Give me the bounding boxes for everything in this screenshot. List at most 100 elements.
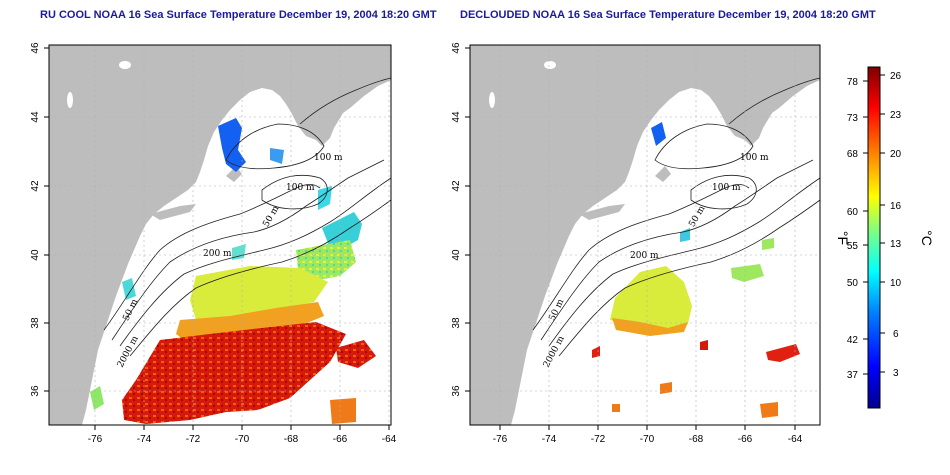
y-tick-label: 40 <box>451 249 462 261</box>
left-lake <box>119 61 131 69</box>
contour-label: 100 m <box>712 183 741 193</box>
contour-label: 100 m <box>740 153 769 163</box>
sst-shelf-green <box>296 240 356 280</box>
right-y-ticks: 36 38 40 42 44 46 <box>451 42 462 397</box>
contour-200m <box>548 177 821 347</box>
sst-blue-patch <box>651 122 666 146</box>
fahrenheit-ticks: 78 73 68 60 55 50 42 37 <box>847 77 859 381</box>
right-lake <box>489 92 495 108</box>
x-tick-label: -66 <box>333 434 348 445</box>
contour-2000m <box>129 199 392 357</box>
c-tick-label: 10 <box>890 278 902 289</box>
contour-100m <box>540 159 814 341</box>
x-tick-label: -68 <box>284 434 299 445</box>
right-lake <box>544 61 556 69</box>
sst-green-patch <box>731 264 764 282</box>
x-tick-label: -76 <box>88 434 103 445</box>
x-tick-label: -72 <box>591 434 606 445</box>
y-tick-label: 38 <box>451 317 462 329</box>
x-tick-label: -70 <box>640 434 655 445</box>
y-tick-label: 36 <box>451 385 462 397</box>
sst-gulf-stream <box>122 322 346 424</box>
y-tick-label: 44 <box>451 111 462 123</box>
x-tick-label: -70 <box>235 434 250 445</box>
contour-50m <box>103 184 321 331</box>
f-tick-label: 73 <box>847 113 859 124</box>
left-lake <box>67 92 73 108</box>
sst-coastal-cyan <box>232 244 246 260</box>
sst-red-fleck <box>700 340 708 350</box>
right-map-title: DECLOUDED NOAA 16 Sea Surface Temperatur… <box>460 9 876 21</box>
y-tick-label: 40 <box>30 249 41 261</box>
sst-warm-core <box>610 266 692 330</box>
sst-orange-fleck <box>612 404 620 412</box>
colorbar-gradient <box>867 66 881 409</box>
y-tick-label: 44 <box>30 111 41 123</box>
contour-scotian <box>299 77 392 125</box>
c-tick-label: 13 <box>890 239 902 250</box>
x-tick-label: -66 <box>738 434 753 445</box>
c-tick-label: 16 <box>890 201 902 212</box>
f-tick-label: 68 <box>847 149 859 160</box>
sst-warm-edge <box>612 318 688 336</box>
right-contours <box>532 77 821 357</box>
sst-red-patch <box>336 340 376 368</box>
f-tick-label: 50 <box>847 278 859 289</box>
contour-label: 200 m <box>630 251 659 261</box>
c-tick-label: 20 <box>890 149 902 160</box>
right-x-ticks: -76 -74 -72 -70 -68 -66 -64 <box>493 434 803 445</box>
x-tick-label: -64 <box>382 434 397 445</box>
left-map-title: RU COOL NOAA 16 Sea Surface Temperature … <box>40 9 437 21</box>
x-tick-label: -72 <box>186 434 201 445</box>
f-tick-label: 78 <box>847 77 859 88</box>
right-land <box>470 45 820 425</box>
sst-cyan-patch <box>680 228 690 242</box>
fahrenheit-unit-label: °F <box>835 231 851 245</box>
left-contours <box>103 77 392 357</box>
sst-blue-gulf-of-maine <box>218 118 246 172</box>
left-x-ticks: -76 -74 -72 -70 -68 -66 -64 <box>88 434 397 445</box>
y-tick-label: 42 <box>451 180 462 192</box>
sst-orange-patch <box>330 398 356 424</box>
contour-2000m <box>558 199 821 357</box>
x-tick-label: -74 <box>137 434 152 445</box>
c-tick-label: 26 <box>890 71 902 82</box>
c-tick-label: 23 <box>890 110 902 121</box>
contour-200m <box>119 177 392 347</box>
contour-label: 100 m <box>314 153 343 163</box>
left-grid <box>49 45 391 425</box>
sst-orange-fleck <box>760 402 778 418</box>
left-sst-data <box>90 118 376 424</box>
right-cape-cod <box>655 166 671 182</box>
sst-red-fleck <box>766 344 800 362</box>
x-tick-label: -74 <box>542 434 557 445</box>
sst-shelf-cyan <box>322 212 362 248</box>
sst-green-patch <box>762 238 774 250</box>
celsius-unit-label: °C <box>919 230 935 246</box>
sst-cyan-patch <box>318 186 332 210</box>
right-chesapeake <box>537 312 547 350</box>
left-y-ticks: 36 38 40 42 44 46 <box>30 42 41 397</box>
right-sst-data <box>592 122 800 418</box>
contour-100m <box>111 159 385 341</box>
y-tick-label: 42 <box>30 180 41 192</box>
right-map-panel: 100 m 100 m 50 m 200 m 50 m 2000 m <box>451 42 821 445</box>
sst-slope-yellow <box>190 266 328 320</box>
left-long-island <box>150 204 196 220</box>
f-tick-label: 37 <box>847 370 859 381</box>
right-grid <box>470 45 820 425</box>
x-tick-label: -68 <box>689 434 704 445</box>
contour-georges <box>690 174 757 210</box>
contour-gulf-of-maine <box>225 123 325 170</box>
right-map-frame <box>469 44 821 426</box>
left-land <box>49 45 391 425</box>
sst-orange-fleck <box>660 382 672 394</box>
x-tick-label: -64 <box>788 434 803 445</box>
y-tick-label: 46 <box>30 42 41 54</box>
f-tick-label: 60 <box>847 207 859 218</box>
left-chesapeake <box>108 312 118 350</box>
y-tick-label: 38 <box>30 317 41 329</box>
celsius-ticks: 26 23 20 16 13 10 6 3 <box>890 71 902 379</box>
contour-gulf-of-maine <box>654 123 754 170</box>
